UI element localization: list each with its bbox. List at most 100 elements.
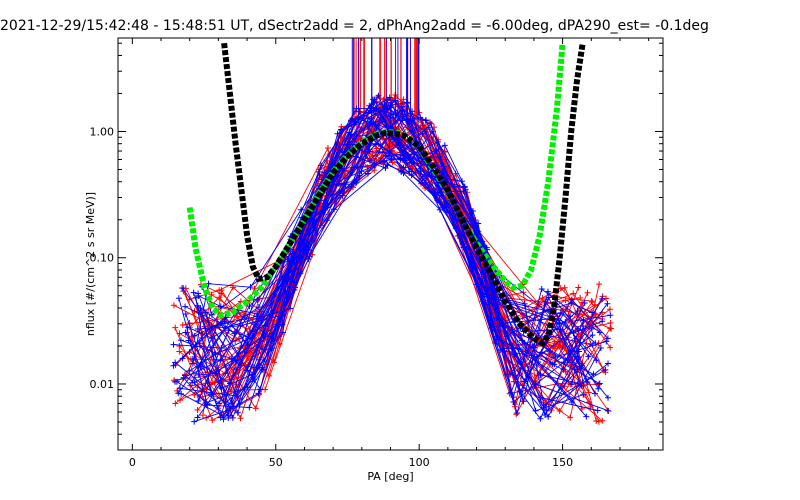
series-0-point-3-6 [389,159,396,166]
series-1-point-1-2 [246,404,253,411]
series-1-point-9-0 [190,289,197,296]
series-1-point-39-7 [434,197,441,204]
series-1-point-38-1 [218,385,225,392]
series-2 [186,42,566,319]
series-0 [170,38,615,425]
series-1-point-1-11 [604,300,611,307]
series-1-line-36 [197,124,583,409]
series-0-point-11-9 [506,390,513,397]
series-1-point-38-8 [467,254,474,261]
series-1-point-20-5 [372,122,379,129]
series-1-point-9-11 [581,300,588,307]
series-0-point-36-0 [176,330,183,337]
series-0-point-32-10 [562,297,569,304]
series-1-line-12 [200,138,588,395]
series-1-point-28-1 [234,357,241,364]
series-1-point-38-2 [248,371,255,378]
series-1-point-37-1 [208,311,215,318]
series-1-point-25-0 [195,371,202,378]
series-3-curve [221,42,586,348]
series-0-line-15 [189,119,592,408]
series-1-point-0-0 [175,390,182,397]
series-0-point-34-0 [177,397,184,404]
series-1-point-38-9 [499,320,506,327]
series-1-line-17 [179,118,580,418]
series-1-point-30-5 [381,158,388,165]
series-1-point-23-4 [353,105,360,112]
series-0-point-24-11 [606,306,613,313]
y-tick-label-1: 0.10 [90,252,115,265]
series-0-point-20-9 [520,289,527,296]
series-0-point-35-2 [276,340,283,347]
series-0-point-32-0 [170,302,177,309]
series-0-point-29-0 [171,377,178,384]
series-0-point-36-10 [551,338,558,345]
series-0-line-36 [179,101,583,416]
y-axis-label: nflux [#/(cm^2 s sr MeV)] [84,192,97,336]
y-tick-label-2: 1.00 [90,125,115,138]
series-1-point-19-0 [194,326,201,333]
series-0-point-36-9 [513,411,520,418]
series-0-point-8-10 [567,414,574,421]
series-1-point-31-10 [538,349,545,356]
series-1-point-29-4 [339,192,346,199]
series-1-point-10-0 [191,418,198,425]
series-1-line-27 [180,155,609,399]
series-1-point-32-10 [544,288,551,295]
series-1-point-32-1 [222,399,229,406]
x-tick-label-3: 150 [552,456,573,469]
series-1-point-38-7 [428,120,435,127]
series-1-point-39-1 [208,322,215,329]
series-1-point-14-0 [173,378,180,385]
series-1-point-30-3 [318,176,325,183]
series-1-point-17-10 [545,413,552,420]
series-1-point-37-5 [364,170,371,177]
x-tick-label-0: 0 [129,456,136,469]
series-1-point-4-1 [225,327,232,334]
series-1-point-37-4 [353,177,360,184]
series-1-point-29-2 [260,366,267,373]
series-0-point-18-0 [176,343,183,350]
series-0-point-9-2 [252,405,259,412]
series-1-point-10-2 [255,390,262,397]
series-1-point-27-0 [177,337,184,344]
series-1-point-35-3 [317,162,324,169]
series-1-point-29-5 [365,115,372,122]
series-1-point-12-6 [397,156,404,163]
series-0-point-27-5 [371,167,378,174]
series-0-point-38-10 [539,295,546,302]
series-1-point-34-7 [422,117,429,124]
series-1-point-8-0 [170,362,177,369]
series-0-point-3-3 [324,145,331,152]
series-1-point-20-6 [390,114,397,121]
series-1-point-3-0 [178,390,185,397]
series-1-point-33-6 [400,164,407,171]
series-1-point-39-0 [179,355,186,362]
series-1-point-11-10 [568,296,575,303]
series-0-point-22-11 [577,294,584,301]
series-1-point-1-0 [194,414,201,421]
series-1-point-20-11 [580,323,587,330]
series-1-point-34-2 [269,345,276,352]
series-1-point-26-1 [202,400,209,407]
series-1-point-36-11 [578,362,585,369]
series-0-point-11-0 [199,412,206,419]
series-1-point-29-0 [195,290,202,297]
series-1-point-34-8 [462,186,469,193]
series-1-point-15-1 [234,409,241,416]
series-0-point-32-6 [390,142,397,149]
series-0-point-35-1 [218,290,225,297]
series-1-point-39-11 [580,391,587,398]
series-1-point-37-2 [284,255,291,262]
series-1-point-8-10 [557,309,564,316]
series-1-point-30-0 [181,372,188,379]
series-1-point-30-6 [398,168,405,175]
x-tick-label-2: 100 [409,456,430,469]
series-0-point-10-0 [172,400,179,407]
series-1-point-15-0 [172,359,179,366]
series-1-point-24-8 [475,220,482,227]
series-1-point-37-8 [480,269,487,276]
series-1-point-11-2 [254,296,261,303]
series-1-point-32-9 [520,398,527,405]
series-1-point-38-4 [351,121,358,128]
